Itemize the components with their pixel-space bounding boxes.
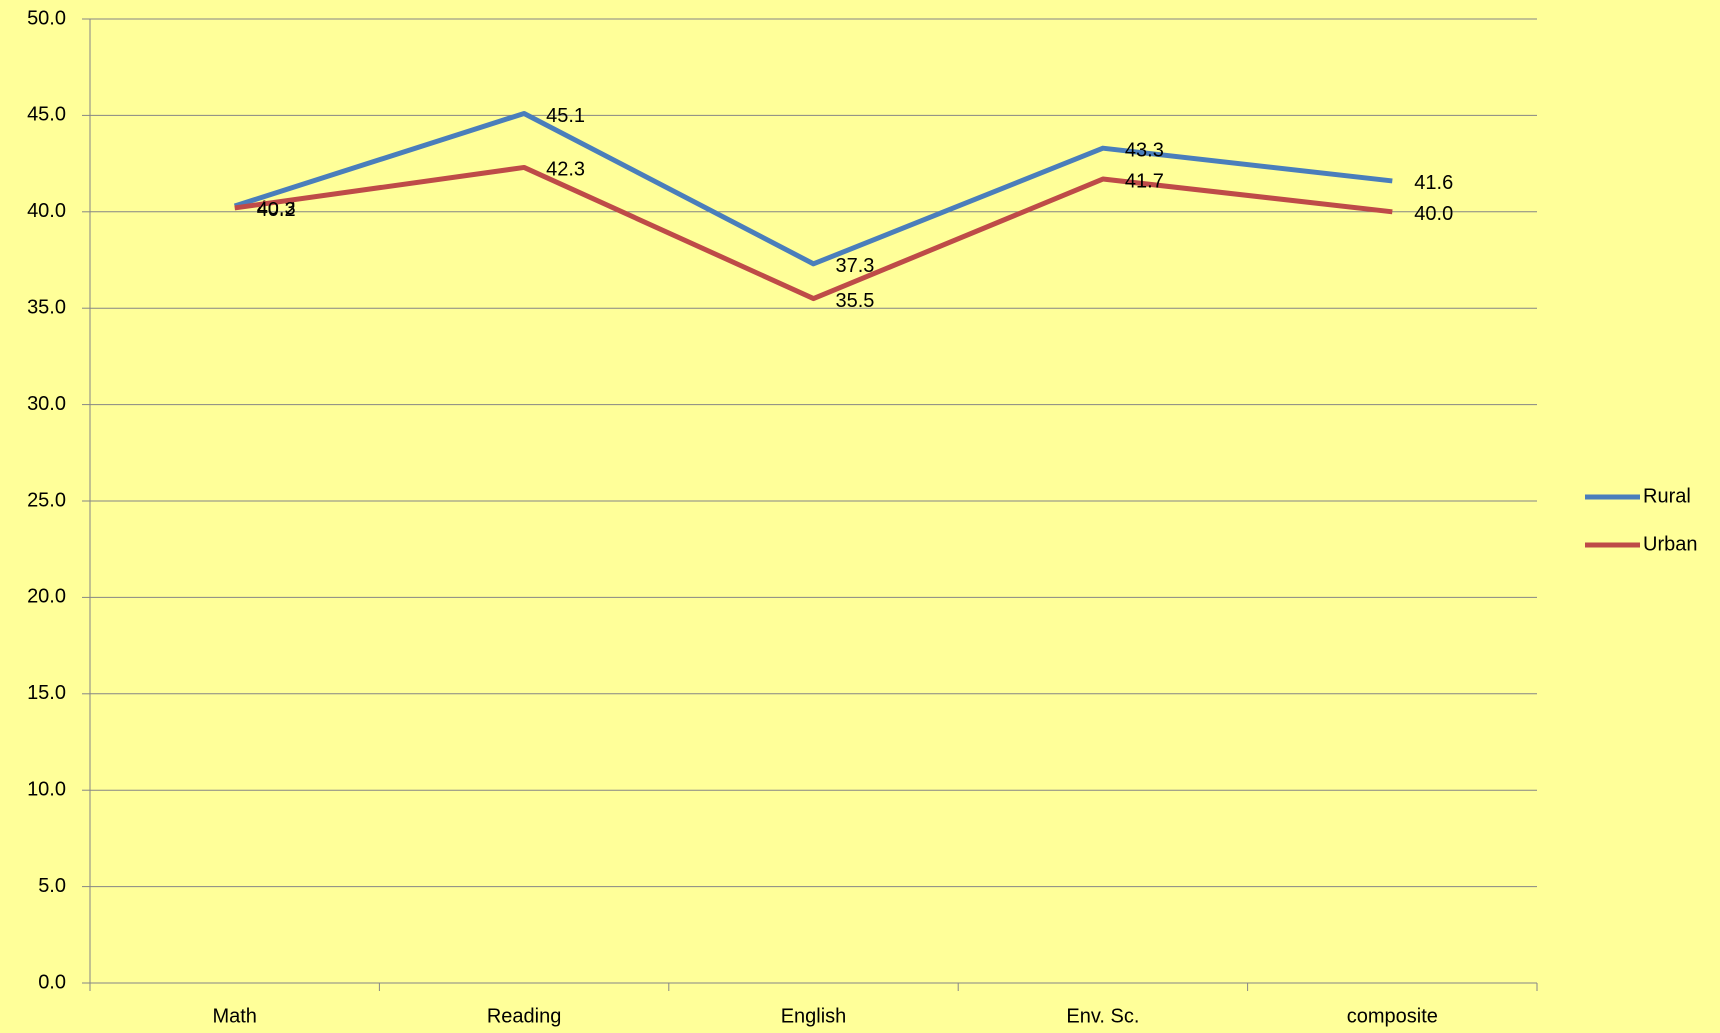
data-label: 35.5 (836, 290, 875, 312)
y-tick-label: 0.0 (38, 971, 66, 993)
y-tick-label: 25.0 (27, 489, 66, 511)
y-tick-label: 15.0 (27, 682, 66, 704)
legend-label: Rural (1643, 485, 1691, 507)
series-line (233, 110, 1393, 267)
legend-label: Urban (1643, 533, 1697, 555)
data-label: 37.3 (836, 255, 875, 277)
y-tick-label: 50.0 (27, 7, 66, 29)
series-line (234, 164, 1393, 302)
data-label: 40.2 (257, 199, 296, 221)
y-tick-label: 35.0 (27, 296, 66, 318)
y-tick-label: 40.0 (27, 200, 66, 222)
x-tick-label: Math (212, 1005, 256, 1027)
y-tick-label: 30.0 (27, 393, 66, 415)
x-tick-label: composite (1347, 1005, 1438, 1027)
data-label: 41.6 (1414, 172, 1453, 194)
y-tick-label: 5.0 (38, 875, 66, 897)
y-tick-label: 20.0 (27, 586, 66, 608)
data-label: 43.3 (1125, 139, 1164, 161)
y-tick-label: 10.0 (27, 778, 66, 800)
x-tick-label: Env. Sc. (1066, 1005, 1139, 1027)
data-label: 40.0 (1414, 203, 1453, 225)
data-label: 45.1 (546, 105, 585, 127)
y-tick-label: 45.0 (27, 104, 66, 126)
x-tick-label: Reading (487, 1005, 562, 1027)
data-label: 41.7 (1125, 170, 1164, 192)
x-tick-label: English (781, 1005, 847, 1027)
data-label: 42.3 (546, 159, 585, 181)
